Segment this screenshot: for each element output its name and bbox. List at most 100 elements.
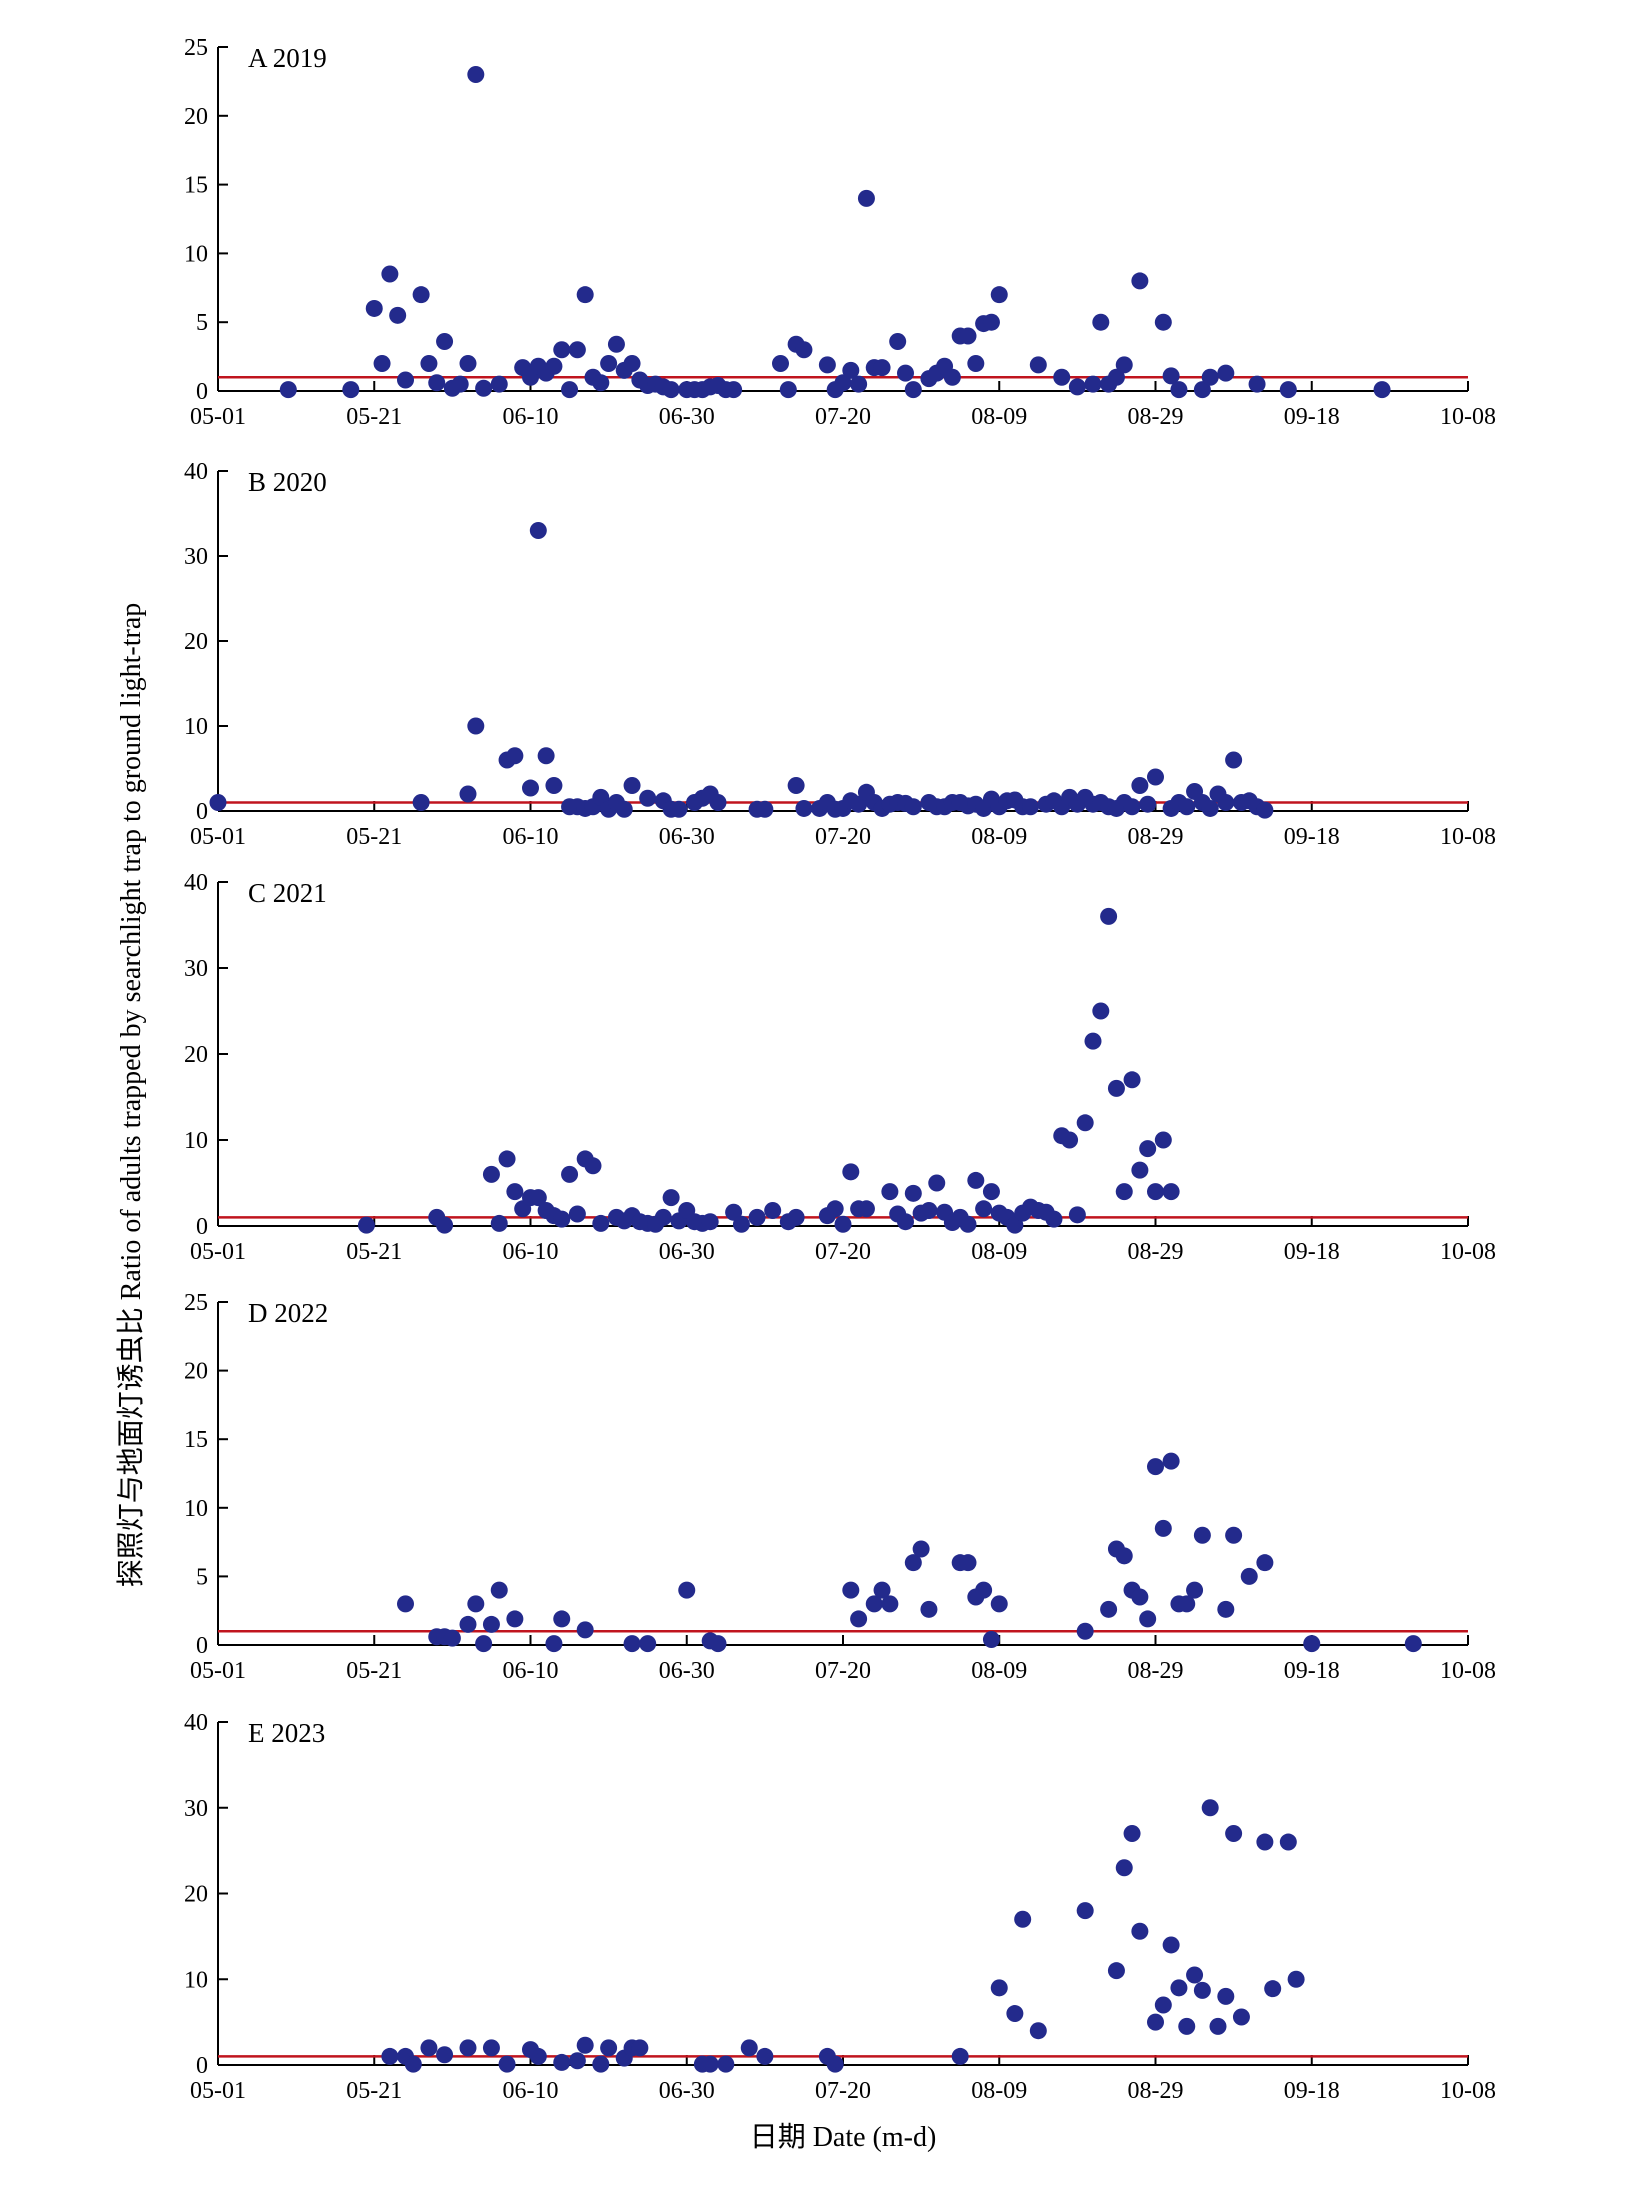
data-point [967, 1171, 985, 1189]
data-point [1178, 1595, 1196, 1613]
data-point [1014, 1910, 1032, 1928]
data-point [381, 2047, 399, 2065]
data-point [1131, 1922, 1149, 1940]
data-point [1139, 1610, 1157, 1628]
data-point [428, 374, 446, 392]
data-point [795, 799, 813, 817]
data-point [967, 354, 985, 372]
x-tick-label: 08-09 [971, 2078, 1027, 2104]
data-point [404, 2055, 422, 2073]
data-point [897, 1213, 914, 1231]
data-point [1217, 794, 1235, 811]
data-point [1107, 1079, 1125, 1097]
data-point [764, 1202, 782, 1220]
y-tick-label: 10 [184, 714, 208, 740]
x-tick-label: 05-01 [190, 1239, 246, 1265]
data-point [1217, 1600, 1235, 1618]
data-point [740, 2039, 758, 2057]
data-point [482, 1165, 500, 1183]
data-point [443, 1629, 461, 1647]
data-point [920, 1600, 938, 1618]
data-point [1178, 2017, 1196, 2035]
x-tick-label: 06-10 [503, 1239, 559, 1265]
x-tick-label: 06-30 [659, 824, 715, 850]
data-point [1084, 1032, 1102, 1050]
data-point [436, 2046, 454, 2064]
x-tick-label: 05-21 [346, 404, 402, 430]
y-tick-label: 0 [196, 1214, 208, 1240]
data-point [1123, 1071, 1141, 1089]
data-point [600, 354, 618, 372]
data-point [1139, 1140, 1157, 1158]
data-point [600, 2039, 618, 2057]
data-point [1107, 368, 1125, 386]
data-point [943, 368, 961, 386]
data-point [592, 374, 610, 392]
x-tick-label: 05-01 [190, 824, 246, 850]
data-point [897, 364, 914, 382]
y-tick-label: 0 [196, 2053, 208, 2079]
data-point [1053, 368, 1071, 386]
x-tick-label: 05-01 [190, 2078, 246, 2104]
x-tick-label: 05-21 [346, 824, 402, 850]
y-tick-label: 20 [184, 629, 208, 655]
data-point [857, 189, 875, 207]
data-point [1162, 1183, 1180, 1201]
y-tick-label: 30 [184, 1796, 208, 1822]
panel-5: 0 10 20 30 40 05-01 05-21 06-10 06-30 07-20 08-09 0… [184, 1710, 1496, 2104]
data-point [1201, 368, 1219, 386]
data-point [678, 1581, 696, 1599]
data-point [1061, 1131, 1079, 1149]
x-tick-label: 08-29 [1128, 824, 1184, 850]
data-point [1147, 768, 1164, 786]
data-point [553, 341, 571, 359]
data-point [756, 2047, 774, 2065]
data-point [623, 777, 641, 794]
x-tick-label: 08-09 [971, 824, 1027, 850]
x-tick-label: 06-10 [503, 404, 559, 430]
data-point [459, 2039, 477, 2057]
x-tick-label: 07-20 [815, 404, 871, 430]
y-tick-label: 10 [184, 1128, 208, 1154]
data-point [1123, 798, 1141, 816]
y-tick-label: 10 [184, 1967, 208, 1993]
data-point [982, 313, 1000, 331]
x-tick-label: 10-08 [1440, 1658, 1496, 1684]
x-tick-label: 06-10 [503, 2078, 559, 2104]
data-point [904, 381, 922, 399]
data-point [701, 1213, 719, 1231]
data-point [795, 341, 813, 359]
x-tick-label: 10-08 [1440, 1239, 1496, 1265]
data-point [482, 2039, 500, 2057]
x-tick-label: 09-18 [1284, 1239, 1340, 1265]
y-tick-label: 25 [184, 35, 208, 61]
data-point [779, 381, 797, 399]
data-point [1131, 1161, 1149, 1179]
data-point [615, 800, 633, 818]
data-point [1162, 1936, 1180, 1954]
x-tick-label: 08-29 [1128, 404, 1184, 430]
data-point [490, 375, 508, 393]
y-tick-label: 40 [184, 459, 208, 485]
data-point [623, 354, 641, 372]
data-point [529, 1189, 547, 1207]
data-point [1217, 364, 1235, 382]
data-point [670, 800, 688, 818]
data-point [959, 327, 977, 345]
data-point [787, 1208, 805, 1226]
y-tick-label: 40 [184, 870, 208, 896]
panel-3: 0 10 20 30 40 05-01 05-21 06-10 06-30 07-20 08-09 0… [184, 870, 1496, 1265]
data-point [482, 1615, 500, 1633]
x-tick-label: 05-01 [190, 1658, 246, 1684]
data-point [1115, 356, 1133, 374]
data-point [436, 332, 454, 350]
data-point [1170, 381, 1188, 399]
data-point [412, 286, 430, 304]
x-tick-label: 05-21 [346, 2078, 402, 2104]
data-point [459, 785, 477, 803]
data-point [1217, 1987, 1235, 2005]
data-point [1256, 1554, 1274, 1572]
x-tick-label: 07-20 [815, 1658, 871, 1684]
data-point [920, 1202, 938, 1220]
x-tick-label: 06-10 [503, 824, 559, 850]
